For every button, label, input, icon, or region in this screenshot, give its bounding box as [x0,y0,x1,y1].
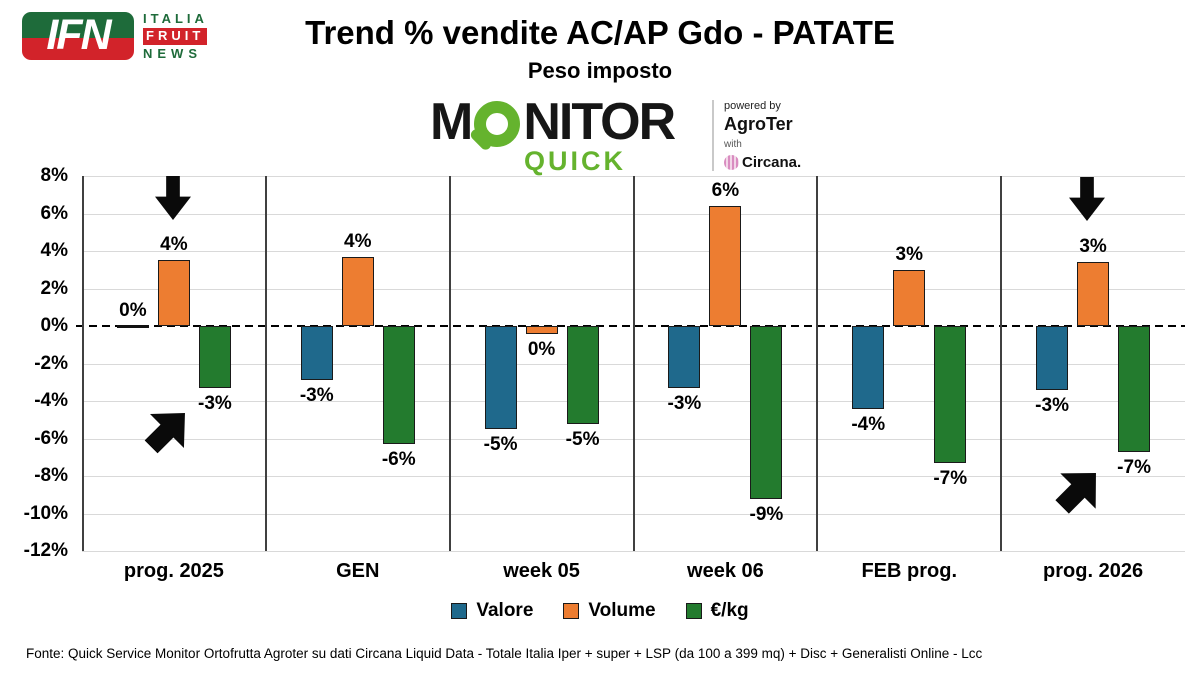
y-tick-label: -8% [34,465,68,486]
bar-valore [668,326,701,388]
bar-value-label: -9% [749,503,784,525]
bar-value-label: 4% [160,234,188,256]
magnifier-icon [474,101,521,147]
bar-valore [484,326,517,430]
bar-value-label: 4% [344,230,372,252]
bar-value-label: -3% [299,385,334,407]
source-footnote: Fonte: Quick Service Monitor Ortofrutta … [26,646,983,661]
bar-value-label: -6% [381,449,416,471]
legend-item: Volume [563,600,656,622]
bar-value-label: -5% [483,434,518,456]
bar-value-label: 6% [711,180,740,201]
bar-value-label: 3% [1079,236,1107,258]
category-label: prog. 2025 [123,560,224,582]
bar-valore [300,326,333,381]
chart-plot: 0% -3% -5% -3% -4% -3% 4% 4% 0% 6% 3% 3% -3% -6% -5% -9… [76,176,1185,552]
bar--kg [750,326,783,499]
panel-separator [1000,176,1003,551]
y-tick-label: -12% [23,540,68,561]
ifn-logo-box: IFN [22,12,134,61]
monitor-quick-logo: M NITOR QUICK [430,93,676,176]
bar-value-label: -7% [933,467,968,489]
legend-swatch-icon [451,603,468,619]
legend-label: Volume [588,600,656,621]
bar--kg [934,326,967,463]
x-axis-labels: prog. 2025 GEN week 05 week 06 FEB prog. prog… [82,560,1185,588]
ifn-acronym: IFN [46,12,111,59]
ifn-line-fruit: FRUIT [143,28,208,45]
bar-value-label: -3% [198,392,232,414]
bar-value-label: -7% [1117,456,1151,478]
y-tick-label: -10% [23,502,68,524]
bar-value-label: 3% [895,243,923,265]
agroter-brand: AgroTer [724,113,793,134]
quick-wordmark: QUICK [524,146,626,176]
page-subtitle: Peso imposto [527,58,673,83]
bar-value-label: -3% [667,392,702,414]
circana-icon [724,154,739,170]
bar-volume [1077,262,1110,326]
legend-item: €/kg [685,600,749,622]
y-tick-label: 4% [40,240,68,261]
category-label: week 05 [503,560,580,582]
y-tick-label: 2% [40,277,68,299]
with-label: with [724,139,742,151]
y-tick-label: 8% [40,165,68,186]
y-tick-label: -2% [34,352,68,374]
powered-by-block: powered by AgroTer with Circana. [712,100,814,172]
gridline [82,551,1185,552]
panel-separator [632,176,635,551]
monitor-word-suffix: NITOR [523,93,676,151]
y-tick-label: 0% [40,315,68,336]
monitor-wordmark: M NITOR [430,93,676,151]
bar-valore [852,326,885,409]
circana-brand: Circana. [742,153,802,171]
category-label: prog. 2026 [1043,560,1144,582]
bar--kg [1118,326,1151,452]
powered-by-label: powered by [724,100,781,112]
bar-volume [893,269,926,326]
legend-label: €/kg [710,600,749,621]
legend-swatch-icon [563,603,580,619]
legend-item: Valore [451,600,533,622]
ifn-line-italia: ITALIA [143,11,208,26]
category-label: GEN [336,560,380,582]
bar--kg [566,326,599,424]
category-label: week 06 [687,560,764,582]
bar-value-label: -5% [565,428,600,450]
chart-legend: Valore Volume €/kg [0,600,1200,622]
y-axis-line [82,176,84,551]
legend-swatch-icon [685,603,702,619]
y-tick-label: -6% [34,427,68,449]
bar-volume [341,256,374,326]
category-label: FEB prog. [861,560,958,582]
bar--kg [382,326,415,445]
ifn-logo: IFN ITALIA FRUIT NEWS [22,11,208,61]
bar-valore [116,324,149,328]
panel-separator [816,176,819,551]
bar-volume [709,206,742,326]
bar-volume [157,260,190,326]
bar-value-label: 0% [119,300,147,321]
bar-value-label: -4% [851,413,886,435]
bar-value-label: 0% [527,338,556,360]
bar-volume [525,326,558,334]
bar-value-label: -3% [1035,394,1069,416]
circana-brand-row: Circana. [724,154,814,171]
zero-baseline [76,325,1185,327]
bar-valore [1036,326,1069,390]
bar--kg [198,326,231,388]
y-axis-labels: 8% 6% 4% 2% 0% -2% -4% -6% -8% -10% -12% [0,165,74,561]
page-title: Trend % vendite AC/AP Gdo - PATATE [305,14,895,51]
legend-label: Valore [476,600,534,621]
panel-separator [448,176,451,551]
ifn-logo-text: ITALIA FRUIT NEWS [143,11,208,61]
panel-separator [264,176,267,551]
monitor-word-prefix: M [430,93,473,151]
ifn-line-news: NEWS [143,45,202,61]
y-tick-label: 6% [40,202,68,224]
y-tick-label: -4% [34,390,68,411]
